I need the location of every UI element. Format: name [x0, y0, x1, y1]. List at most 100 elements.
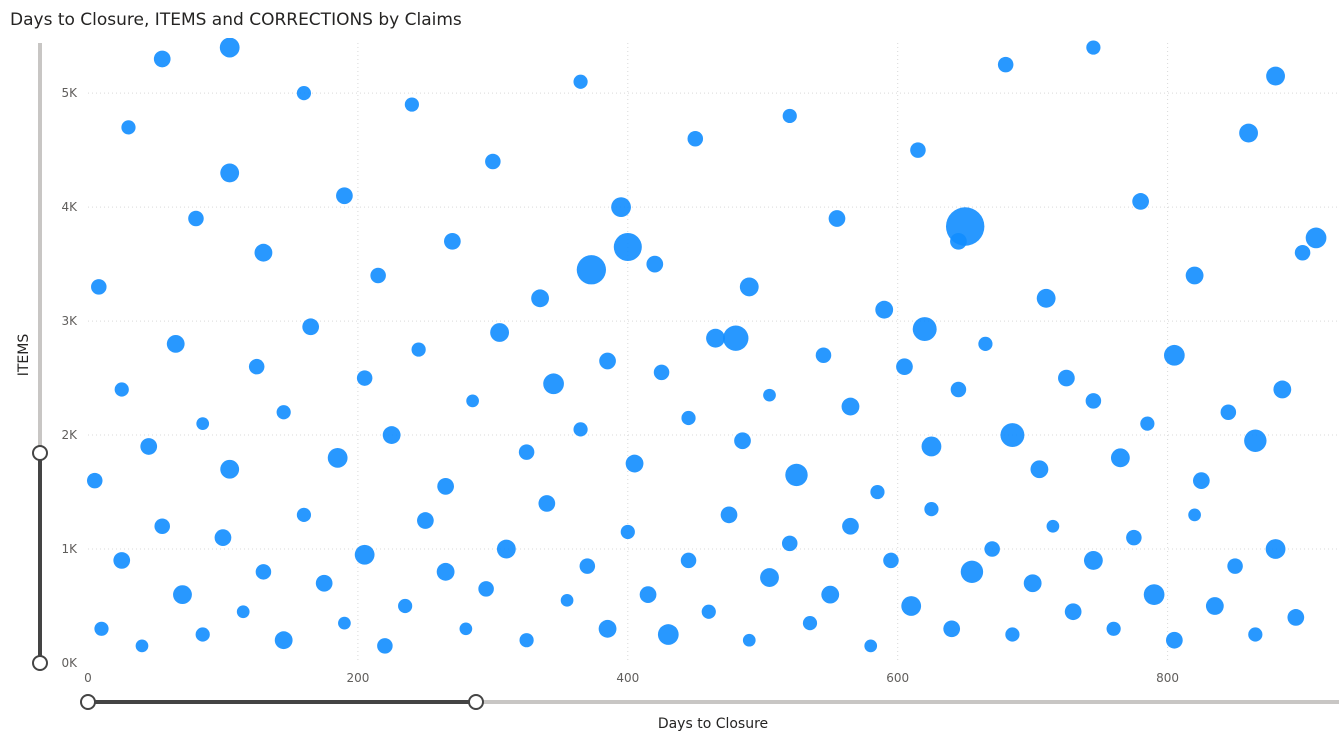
bubble: [1205, 597, 1224, 615]
bubble: [459, 622, 473, 636]
y-tick-label: 1K: [61, 542, 78, 556]
y-axis-title: ITEMS: [16, 334, 32, 377]
bubble: [196, 417, 210, 431]
bubble: [1265, 539, 1286, 559]
bubble: [613, 232, 642, 262]
bubble: [219, 38, 240, 58]
y-tick-label: 0K: [61, 656, 78, 670]
bubble: [639, 586, 657, 603]
x-axis-title: Days to Closure: [658, 716, 768, 732]
bubble: [382, 426, 401, 444]
bubble: [782, 108, 797, 124]
y-tick-label: 2K: [61, 428, 78, 442]
bubble: [625, 454, 644, 473]
slider-handle[interactable]: [32, 445, 48, 461]
bubble: [560, 593, 574, 607]
bubble: [1085, 393, 1102, 409]
bubble: [1166, 631, 1183, 649]
x-tick-label: 0: [84, 671, 92, 685]
y-slider: [32, 43, 48, 671]
bubble: [1140, 416, 1155, 431]
bubble: [875, 300, 894, 319]
bubble: [1036, 288, 1056, 308]
bubble: [734, 432, 751, 450]
bubble: [377, 638, 393, 654]
bubble: [1058, 369, 1075, 387]
bubble: [140, 438, 158, 455]
bubble: [997, 56, 1014, 73]
bubble: [1185, 266, 1204, 285]
bubble: [113, 552, 131, 569]
bubble: [1106, 621, 1121, 636]
bubble: [518, 444, 535, 460]
bubble: [1248, 627, 1263, 642]
bubble: [166, 334, 185, 353]
bubble: [296, 507, 312, 522]
bubble: [1143, 584, 1165, 605]
bubble: [739, 277, 759, 297]
bubble: [195, 627, 210, 642]
y-tick-label: 5K: [61, 86, 78, 100]
bubble: [1005, 627, 1020, 642]
bubble: [417, 512, 434, 529]
bubble: [1164, 344, 1185, 366]
bubble: [1227, 558, 1243, 574]
x-tick-label: 600: [886, 671, 909, 685]
bubble: [531, 289, 549, 308]
bubble: [815, 347, 832, 364]
bubble: [720, 506, 738, 524]
bubble: [945, 207, 985, 246]
bubble: [870, 484, 885, 500]
bubble: [519, 633, 534, 648]
bubble: [315, 574, 333, 592]
bubble: [760, 568, 779, 587]
slider-handle[interactable]: [80, 694, 96, 710]
bubble: [978, 336, 993, 351]
bubble: [296, 86, 312, 101]
bubble: [1132, 193, 1149, 210]
bubble: [842, 517, 859, 535]
bubble: [896, 358, 913, 376]
bubble: [91, 279, 107, 295]
grid: [88, 43, 1339, 663]
bubble: [598, 619, 617, 638]
bubble: [490, 323, 510, 342]
bubble: [302, 318, 320, 336]
x-slider: [80, 694, 1339, 710]
bubble: [220, 459, 240, 479]
bubble: [576, 255, 607, 285]
bubble: [943, 620, 961, 638]
points: [86, 38, 1327, 654]
bubble: [646, 255, 664, 273]
bubble: [404, 97, 419, 112]
bubble: [1086, 40, 1101, 55]
bubble: [398, 598, 413, 614]
bubble: [1126, 529, 1142, 546]
bubble: [1220, 404, 1237, 421]
bubble: [960, 560, 984, 584]
bubble: [327, 447, 348, 468]
bubble: [444, 232, 461, 250]
bubble: [1192, 472, 1210, 490]
slider-handle[interactable]: [32, 655, 48, 671]
bubble: [723, 325, 749, 351]
bubble: [1000, 423, 1025, 448]
bubble: [220, 163, 240, 183]
bubble: [214, 529, 232, 546]
bubble: [883, 552, 899, 569]
bubble: [1244, 429, 1267, 452]
bubble: [763, 388, 776, 402]
bubble: [496, 539, 516, 559]
bubble: [687, 130, 704, 147]
bubble: [1273, 380, 1292, 399]
ticks: 0K 1K 2K 3K 4K 5K 0 200 400 600 800: [61, 86, 1179, 685]
bubble: [573, 422, 588, 437]
bubble: [114, 382, 129, 397]
bubble: [356, 370, 373, 386]
bubble: [1046, 519, 1060, 533]
bubble: [701, 604, 716, 619]
bubble: [1110, 448, 1130, 468]
slider-handle[interactable]: [468, 694, 484, 710]
